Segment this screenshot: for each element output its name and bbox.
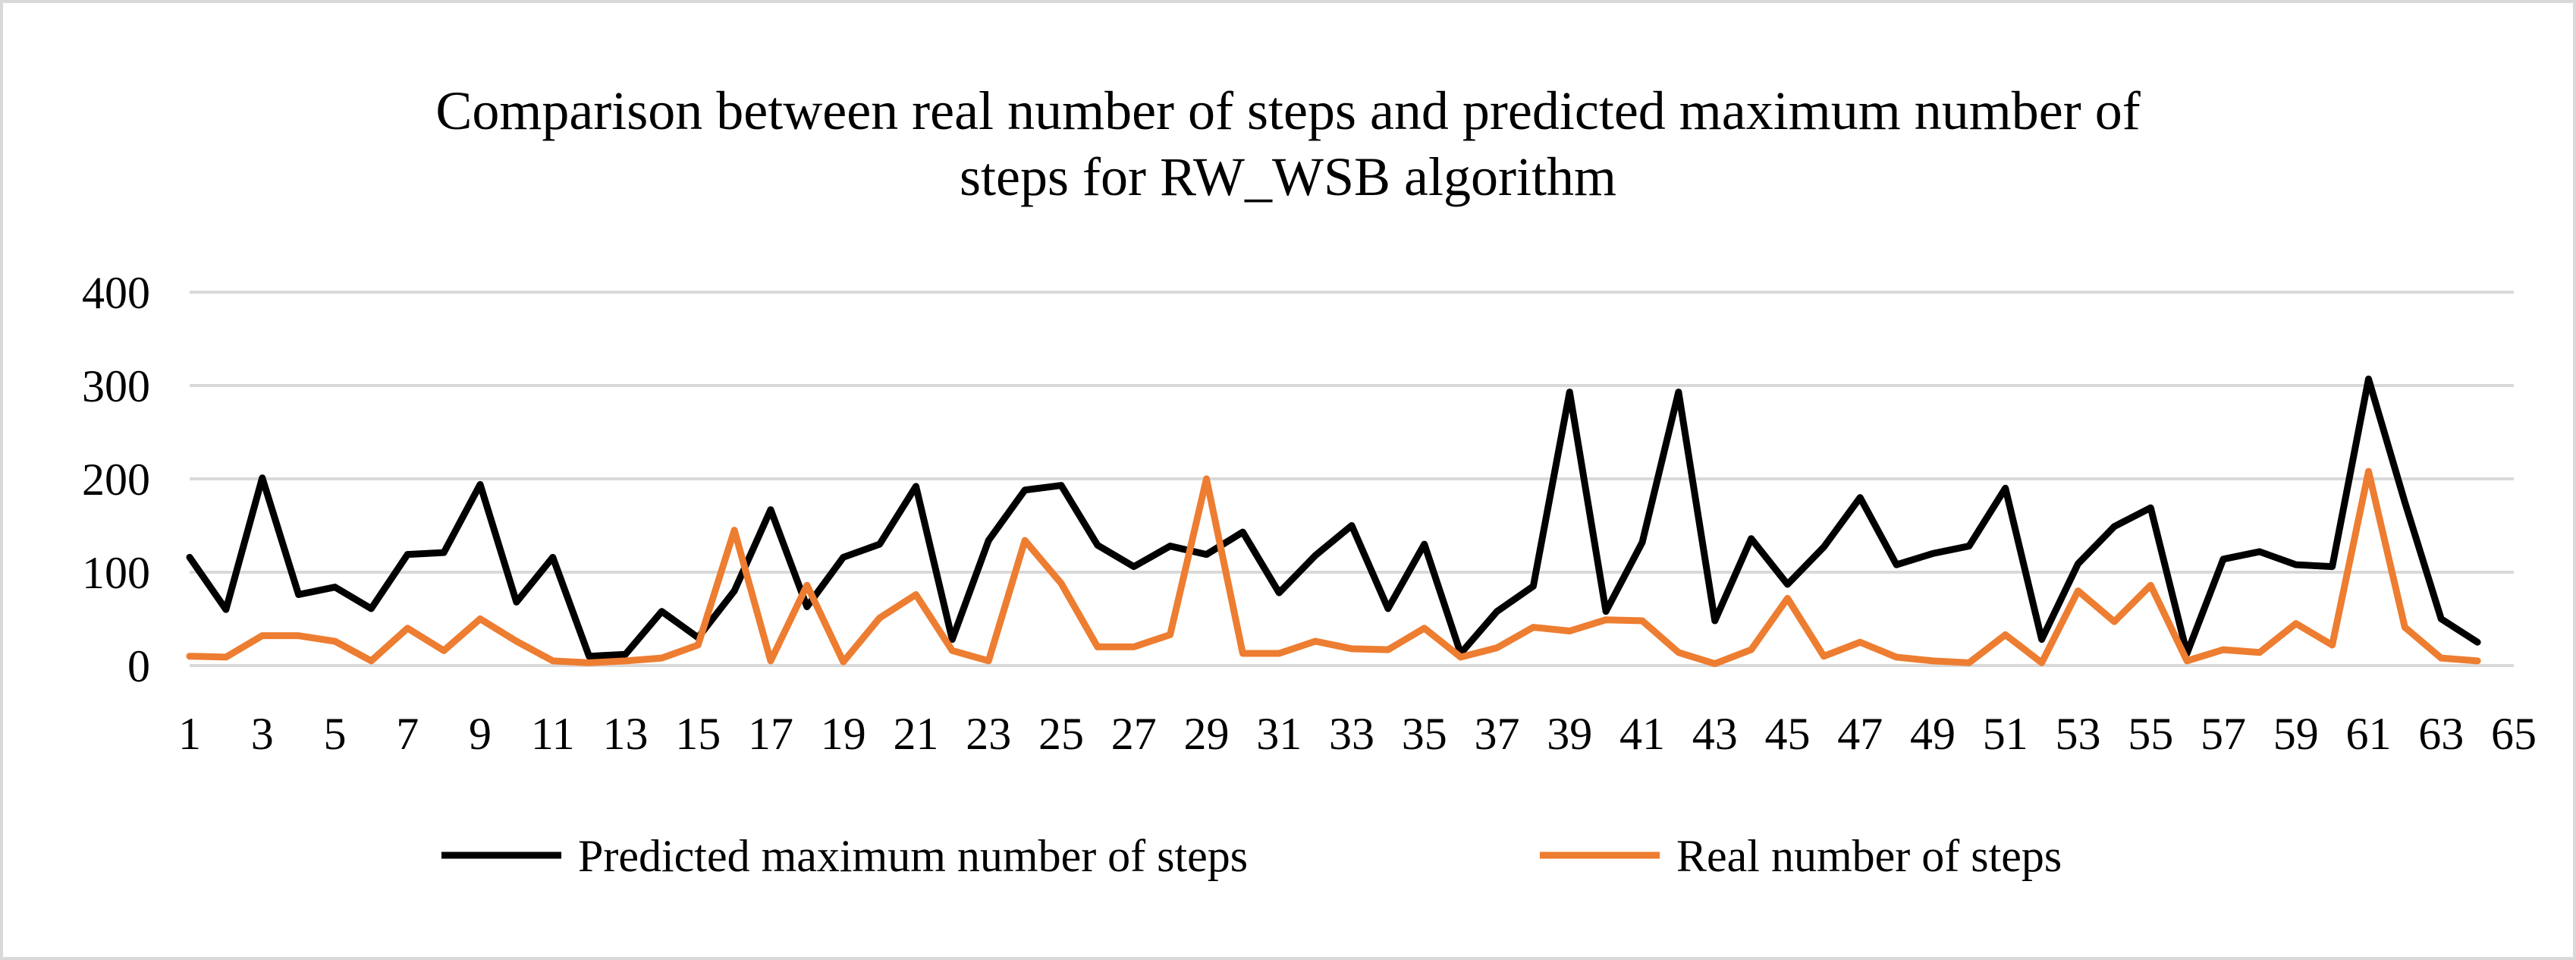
x-tick-label: 55: [2128, 709, 2173, 759]
x-tick-label: 59: [2273, 709, 2319, 759]
y-tick-label: 400: [82, 268, 150, 318]
x-tick-label: 37: [1475, 709, 1520, 759]
x-tick-label: 27: [1111, 709, 1157, 759]
chart-title: Comparison between real number of steps …: [435, 80, 2140, 207]
x-tick-label: 17: [748, 709, 793, 759]
series-line-predicted: [186, 375, 2481, 660]
x-tick-label: 53: [2056, 709, 2101, 759]
x-tick-label: 29: [1184, 709, 1230, 759]
x-tick-label: 23: [966, 709, 1011, 759]
chart-title-line-2: steps for RW_WSB algorithm: [960, 146, 1616, 207]
x-tick-label: 5: [324, 709, 347, 759]
x-tick-label: 63: [2418, 709, 2464, 759]
series-line-real: [186, 467, 2481, 668]
legend-label-predicted: Predicted maximum number of steps: [578, 831, 1248, 881]
series-real: [186, 467, 2481, 668]
x-tick-label: 15: [675, 709, 721, 759]
y-tick-label: 100: [82, 548, 150, 598]
x-tick-label: 3: [251, 709, 274, 759]
x-tick-label: 1: [178, 709, 201, 759]
x-tick-label: 43: [1692, 709, 1738, 759]
x-tick-label: 13: [603, 709, 649, 759]
x-tick-label: 61: [2346, 709, 2392, 759]
x-tick-label: 21: [894, 709, 939, 759]
x-tick-label: 57: [2201, 709, 2246, 759]
legend: Predicted maximum number of steps Real n…: [441, 831, 2062, 881]
x-tick-label: 7: [396, 709, 419, 759]
x-axis-tick-labels: 1 3 5 7 9 11 13 15 17 19 21 23 25 27 29 31 33 35 37 39 41 43 4…: [178, 709, 2537, 759]
x-tick-label: 33: [1329, 709, 1374, 759]
y-tick-label: 0: [127, 641, 150, 691]
y-tick-label: 200: [82, 455, 150, 505]
x-tick-label: 65: [2491, 709, 2537, 759]
legend-label-real: Real number of steps: [1676, 831, 2062, 881]
x-tick-label: 25: [1038, 709, 1084, 759]
x-tick-label: 9: [469, 709, 492, 759]
x-tick-label: 45: [1765, 709, 1811, 759]
x-tick-label: 41: [1619, 709, 1665, 759]
x-tick-label: 39: [1547, 709, 1592, 759]
series-predicted: [186, 375, 2481, 660]
x-tick-label: 49: [1910, 709, 1956, 759]
x-tick-label: 47: [1837, 709, 1883, 759]
x-tick-label: 35: [1402, 709, 1447, 759]
grid-lines: [190, 291, 2514, 667]
y-axis-tick-labels: 0 100 200 300 400: [82, 268, 150, 691]
x-tick-label: 11: [531, 709, 575, 759]
x-tick-label: 31: [1256, 709, 1302, 759]
x-tick-label: 19: [821, 709, 866, 759]
y-tick-label: 300: [82, 361, 150, 411]
x-tick-label: 51: [1983, 709, 2028, 759]
series-lines: [186, 375, 2481, 668]
chart-title-line-1: Comparison between real number of steps …: [435, 80, 2140, 141]
